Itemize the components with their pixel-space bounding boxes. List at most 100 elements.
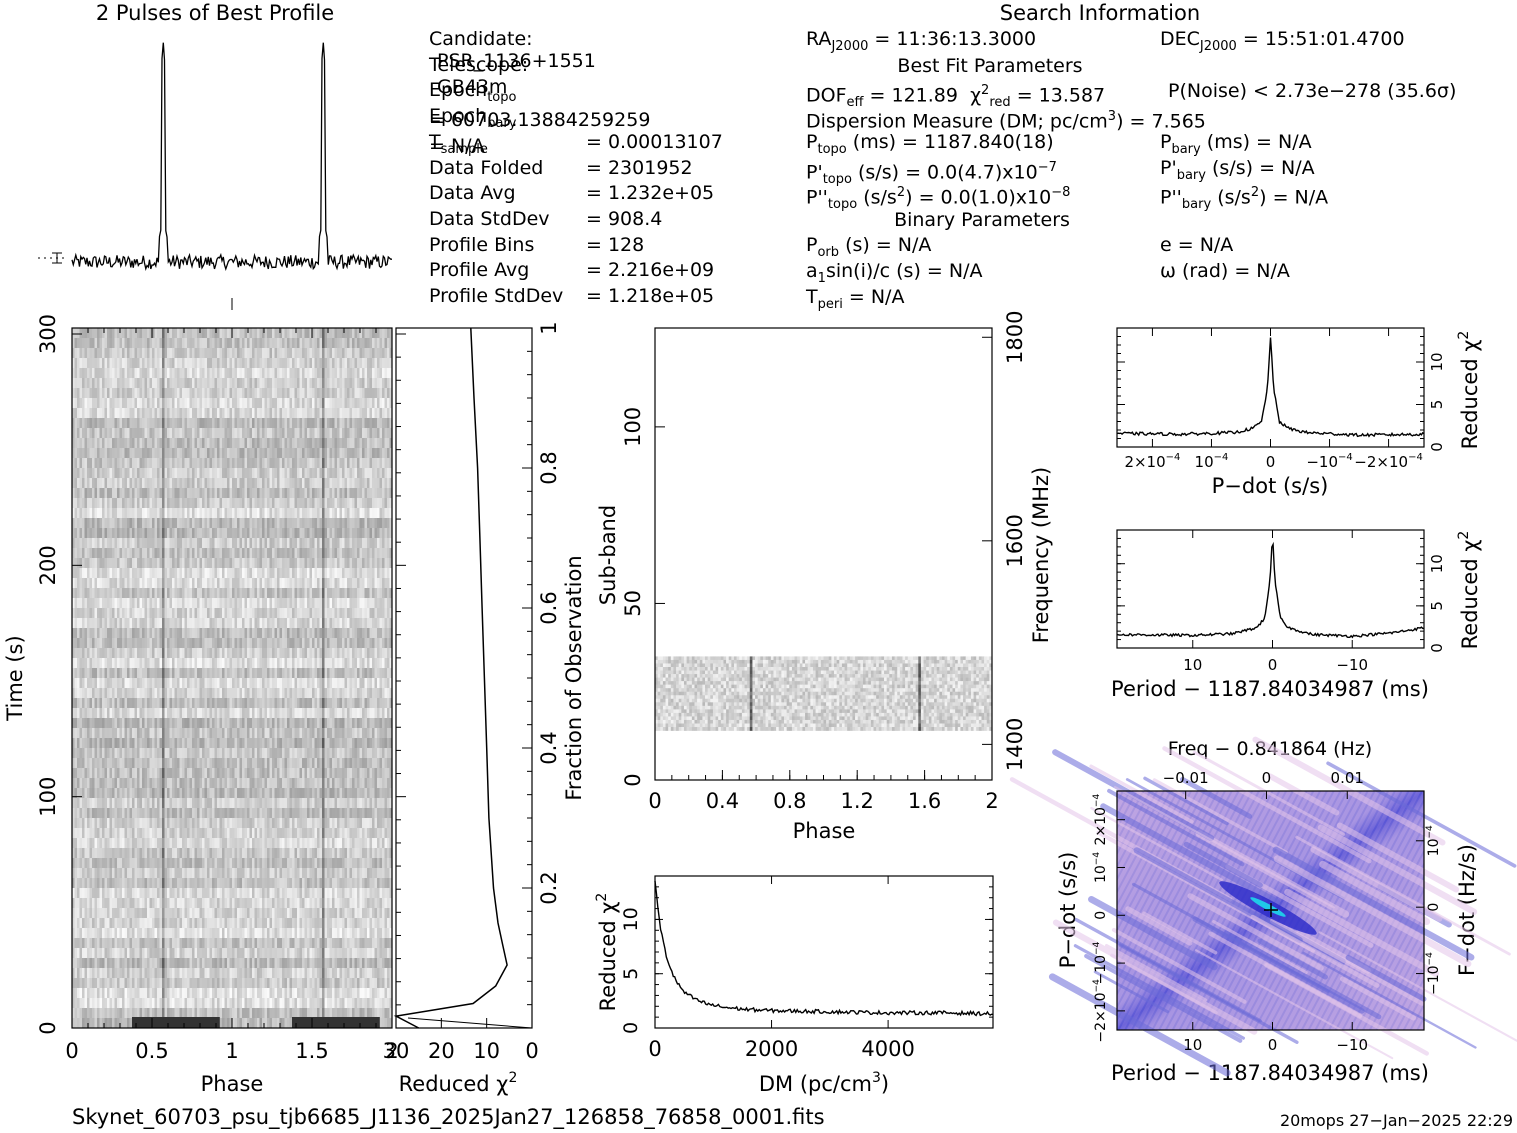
heat-cell	[177, 668, 180, 679]
heat-cell	[332, 588, 335, 599]
heat-cell	[114, 688, 118, 699]
heat-cell	[207, 638, 210, 649]
heat-cell	[162, 408, 165, 419]
heat-cell	[272, 528, 275, 539]
heat-cell	[282, 568, 285, 579]
heat-cell	[122, 578, 125, 589]
heat-cell	[189, 508, 193, 519]
heat-cell	[374, 628, 378, 639]
heat-cell	[379, 498, 383, 509]
heat-cell	[299, 428, 303, 439]
heat-cell	[167, 418, 170, 429]
heat-cell	[149, 598, 153, 609]
heat-cell	[72, 368, 75, 379]
heat-cell	[139, 368, 143, 379]
heat-cell	[332, 538, 335, 549]
heat-cell	[369, 498, 373, 509]
heat-cell	[194, 448, 198, 459]
heat-cell	[152, 528, 155, 539]
heat-cell	[107, 328, 110, 339]
heat-cell	[257, 328, 260, 339]
heat-cell	[249, 388, 253, 399]
heat-cell	[294, 638, 298, 649]
heat-cell	[389, 338, 393, 349]
heat-cell	[119, 368, 123, 379]
heat-cell	[327, 448, 330, 459]
heat-cell	[114, 678, 118, 689]
heat-cell	[249, 468, 253, 479]
heat-cell	[359, 418, 363, 429]
heat-cell	[234, 438, 238, 449]
heat-cell	[174, 698, 178, 709]
heat-cell	[117, 528, 120, 539]
heat-cell	[342, 668, 345, 679]
heat-cell	[137, 648, 140, 659]
heat-cell	[154, 338, 158, 349]
heat-cell	[79, 378, 83, 389]
heat-cell	[337, 628, 340, 639]
heat-cell	[357, 648, 360, 659]
heat-cell	[204, 568, 208, 579]
heat-cell	[114, 628, 118, 639]
heat-cell	[232, 448, 235, 459]
heat-cell	[297, 648, 300, 659]
heat-cell	[234, 378, 238, 389]
heat-cell	[289, 488, 293, 499]
heat-cell	[122, 538, 125, 549]
heat-cell	[207, 578, 210, 589]
heat-cell	[229, 588, 233, 599]
heat-cell	[334, 698, 338, 709]
heat-cell	[317, 568, 320, 579]
heat-cell	[267, 588, 270, 599]
heat-cell	[364, 338, 368, 349]
heat-cell	[177, 478, 180, 489]
heat-cell	[234, 478, 238, 489]
heat-cell	[122, 328, 125, 339]
heat-cell	[109, 388, 113, 399]
heat-cell	[204, 578, 208, 589]
heat-cell	[132, 578, 135, 589]
heat-cell	[122, 478, 125, 489]
heat-cell	[92, 358, 95, 369]
heat-cell	[332, 478, 335, 489]
heat-cell	[207, 558, 210, 569]
heat-cell	[312, 628, 315, 639]
heat-cell	[224, 378, 228, 389]
heat-cell	[387, 438, 390, 449]
heat-cell	[279, 628, 283, 639]
heat-cell	[217, 598, 220, 609]
heat-cell	[209, 708, 213, 719]
heat-cell	[347, 508, 350, 519]
heat-cell	[232, 588, 235, 599]
heat-cell	[362, 448, 365, 459]
heat-cell	[294, 548, 298, 559]
heat-cell	[192, 608, 195, 619]
heat-cell	[159, 578, 163, 589]
heat-cell	[269, 468, 273, 479]
heat-cell	[79, 348, 83, 359]
heat-cell	[384, 548, 388, 559]
heat-cell	[244, 498, 248, 509]
heat-cell	[214, 648, 218, 659]
heat-cell	[372, 668, 375, 679]
heat-cell	[387, 408, 390, 419]
heat-cell	[224, 688, 228, 699]
heat-cell	[249, 368, 253, 379]
heat-cell	[74, 578, 78, 589]
heat-cell	[297, 568, 300, 579]
heat-cell	[104, 418, 108, 429]
heat-cell	[194, 398, 198, 409]
heat-cell	[302, 448, 305, 459]
heat-cell	[127, 688, 130, 699]
heat-cell	[382, 518, 385, 529]
heat-cell	[264, 538, 268, 549]
heat-cell	[97, 398, 100, 409]
heat-cell	[279, 328, 283, 339]
heat-cell	[169, 608, 173, 619]
heat-cell	[134, 668, 138, 679]
heat-cell	[184, 448, 188, 459]
heat-cell	[289, 498, 293, 509]
heat-cell	[352, 598, 355, 609]
heat-cell	[197, 508, 200, 519]
heat-cell	[99, 448, 103, 459]
